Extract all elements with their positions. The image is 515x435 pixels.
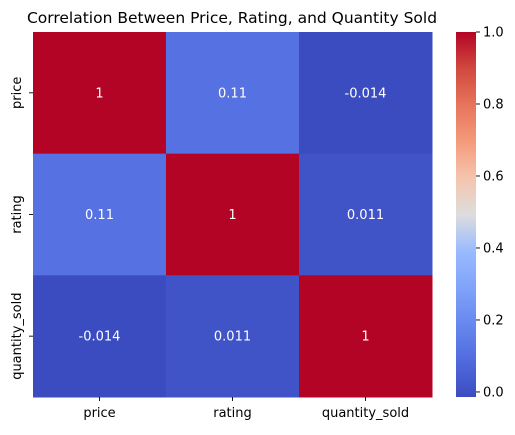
cell-value-label: 1 bbox=[228, 208, 236, 223]
colorbar-tick-label: 0.2 bbox=[483, 313, 504, 328]
heatmap-cell bbox=[33, 32, 167, 155]
x-tick-label: price bbox=[83, 406, 115, 421]
cell-value-label: 0.011 bbox=[214, 330, 251, 345]
colorbar-tick-label: 0.4 bbox=[483, 241, 504, 256]
cell-value-label: 0.11 bbox=[218, 86, 247, 101]
colorbar-tick-label: 0.8 bbox=[483, 97, 504, 112]
x-tick-label: quantity_sold bbox=[322, 406, 409, 421]
heatmap-cell bbox=[33, 153, 167, 276]
heatmap-cell bbox=[166, 32, 300, 155]
cell-value-label: -0.014 bbox=[345, 86, 387, 101]
colorbar: 0.0 0.2 0.4 0.6 0.8 1.0 bbox=[456, 26, 504, 400]
heatmap-cell bbox=[166, 153, 300, 276]
colorbar-tick-label: 0.6 bbox=[483, 169, 504, 184]
y-tick-label: rating bbox=[10, 195, 25, 234]
heatmap-cell bbox=[299, 275, 433, 398]
x-tick-label: rating bbox=[213, 406, 252, 421]
cell-value-label: 0.11 bbox=[85, 208, 114, 223]
heatmap-cell bbox=[166, 275, 300, 398]
y-tick-label: price bbox=[10, 77, 25, 109]
heatmap-cell bbox=[299, 32, 433, 155]
cell-value-label: 1 bbox=[95, 86, 103, 101]
cell-value-label: -0.014 bbox=[79, 330, 121, 345]
y-axis: price rating quantity_sold bbox=[10, 77, 33, 380]
colorbar-gradient bbox=[456, 32, 476, 397]
y-tick-label: quantity_sold bbox=[10, 293, 25, 380]
cell-value-label: 0.011 bbox=[347, 208, 384, 223]
heatmap-cells: 1 0.11 -0.014 0.11 1 0.011 -0.014 0.011 1 bbox=[33, 32, 433, 398]
colorbar-tick-label: 0.0 bbox=[483, 385, 504, 400]
colorbar-tick-label: 1.0 bbox=[483, 26, 504, 41]
heatmap-cell bbox=[33, 275, 167, 398]
chart-title: Correlation Between Price, Rating, and Q… bbox=[27, 9, 437, 27]
cell-value-label: 1 bbox=[361, 330, 369, 345]
x-axis: price rating quantity_sold bbox=[83, 397, 409, 421]
heatmap-cell bbox=[299, 153, 433, 276]
